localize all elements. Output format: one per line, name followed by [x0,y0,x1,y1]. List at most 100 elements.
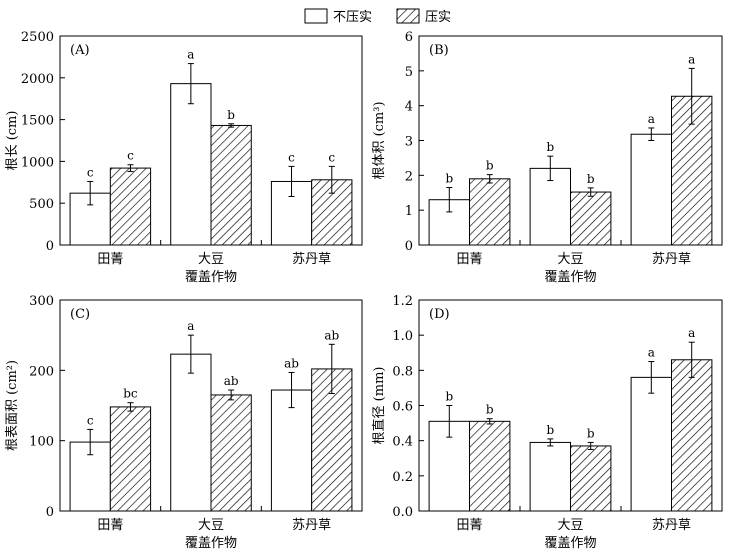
bar-compacted [570,191,612,246]
significance-letter: b [445,390,453,404]
y-tick-label: 0 [46,239,54,254]
x-tick-label: 大豆 [198,252,224,267]
bar-uncompacted [630,133,672,246]
x-tick-label: 大豆 [198,518,224,533]
bar-uncompacted [270,389,313,512]
y-tick-label: 100 [29,435,54,450]
x-tick-label: 苏丹草 [292,251,331,267]
bar-compacted [311,179,353,246]
y-tick-label: 1500 [21,114,54,129]
y-tick-label: 0.0 [392,505,413,520]
significance-letter: a [187,48,194,62]
legend-swatch-compacted [396,8,420,24]
y-tick-label: 0 [46,505,54,520]
significance-letter: c [87,165,94,179]
x-axis-title: 覆盖作物 [544,536,596,551]
bar-compacted [210,124,252,246]
x-tick-label: 苏丹草 [652,251,691,267]
x-tick-label: 田菁 [456,252,482,267]
bar-compacted [109,167,152,246]
bar-compacted [210,394,252,512]
significance-letter: b [227,108,235,122]
legend-swatch-uncompacted [304,8,328,24]
y-tick-label: 5 [405,65,413,80]
y-tick-label: 0.4 [392,435,413,450]
y-tick-label: 2 [405,169,413,184]
y-tick-label: 2500 [21,30,54,45]
panel-label: (D) [429,307,450,322]
significance-letter: b [486,403,494,417]
x-tick-label: 田菁 [97,252,123,267]
bar-compacted [570,445,612,512]
y-tick-label: 300 [29,294,54,309]
significance-letter: a [648,346,655,360]
y-tick-label: 6 [405,30,413,45]
y-tick-label: 4 [405,100,413,115]
y-tick-label: 2000 [21,72,54,87]
bar-compacted [469,420,511,512]
significance-letter: a [688,52,695,66]
x-tick-label: 大豆 [557,252,583,267]
x-tick-label: 苏丹草 [292,517,331,533]
y-tick-label: 1000 [21,155,54,170]
y-tick-label: 200 [29,364,54,379]
chart-panel-b: 0 1 2 3 4 5 6 根体积 (cm³) (B) 田菁 b b 大豆 b b 苏丹草 a a 覆盖作物 [372,30,723,285]
y-axis-title: 根直径 (mm) [372,367,387,445]
bar-compacted [109,406,152,512]
y-tick-label: 500 [29,197,54,212]
significance-letter: ab [224,374,239,388]
significance-letter: a [688,326,695,340]
significance-letter: ab [324,328,339,342]
x-axis-title: 覆盖作物 [185,536,237,551]
legend-label-uncompacted: 不压实 [333,10,372,25]
bar-compacted [671,359,713,512]
chart-panel-c: 0 100 200 300 根表面积 (cm²) (C) 田菁 c bc 大豆 a ab 苏丹草 ab ab… [5,294,363,551]
legend-label-compacted: 压实 [425,10,451,25]
significance-letter: a [648,112,655,126]
bar-uncompacted [630,376,672,512]
y-tick-label: 1.2 [392,294,413,309]
significance-letter: c [87,413,94,427]
significance-letter: b [546,423,554,437]
y-tick-label: 0.6 [392,400,413,415]
panel-label: (C) [70,307,90,322]
significance-letter: b [445,172,453,186]
bar-uncompacted [170,83,212,246]
significance-letter: b [486,159,494,173]
y-tick-label: 0.8 [392,364,413,379]
significance-letter: c [127,149,134,163]
y-axis-title: 根表面积 (cm²) [5,360,20,451]
significance-letter: a [187,319,194,333]
y-axis-title: 根长 (cm) [5,111,20,171]
x-tick-label: 田菁 [97,518,123,533]
y-tick-label: 3 [405,135,413,150]
panel-label: (B) [429,43,449,58]
significance-letter: c [328,150,335,164]
x-axis-title: 覆盖作物 [544,270,596,285]
chart-panel-d: 0.0 0.2 0.4 0.6 0.8 1.0 1.2 根直径 (mm) (D) 田菁 b b 大豆 b b… [372,294,723,551]
y-tick-label: 1 [405,204,413,219]
y-tick-label: 1.0 [392,329,413,344]
significance-letter: bc [123,387,138,401]
significance-letter: b [546,140,554,154]
x-tick-label: 大豆 [557,518,583,533]
x-axis-title: 覆盖作物 [185,270,237,285]
legend: 不压实 压实 [304,8,451,25]
y-tick-label: 0.2 [392,470,413,485]
x-tick-label: 田菁 [456,518,482,533]
bar-uncompacted [170,353,212,512]
significance-letter: b [587,426,595,440]
y-tick-label: 0 [405,239,413,254]
bar-uncompacted [529,441,571,512]
x-tick-label: 苏丹草 [652,517,691,533]
bar-compacted [469,178,511,246]
chart-panel-a: 0 500 1000 1500 2000 2500 根长 (cm) (A) 田菁 c c 大豆 a b 苏丹… [5,30,363,285]
significance-letter: c [288,150,295,164]
y-axis-title: 根体积 (cm³) [372,101,387,179]
bar-uncompacted [529,167,571,246]
significance-letter: ab [284,356,299,370]
panel-label: (A) [70,43,90,58]
significance-letter: b [587,172,595,186]
